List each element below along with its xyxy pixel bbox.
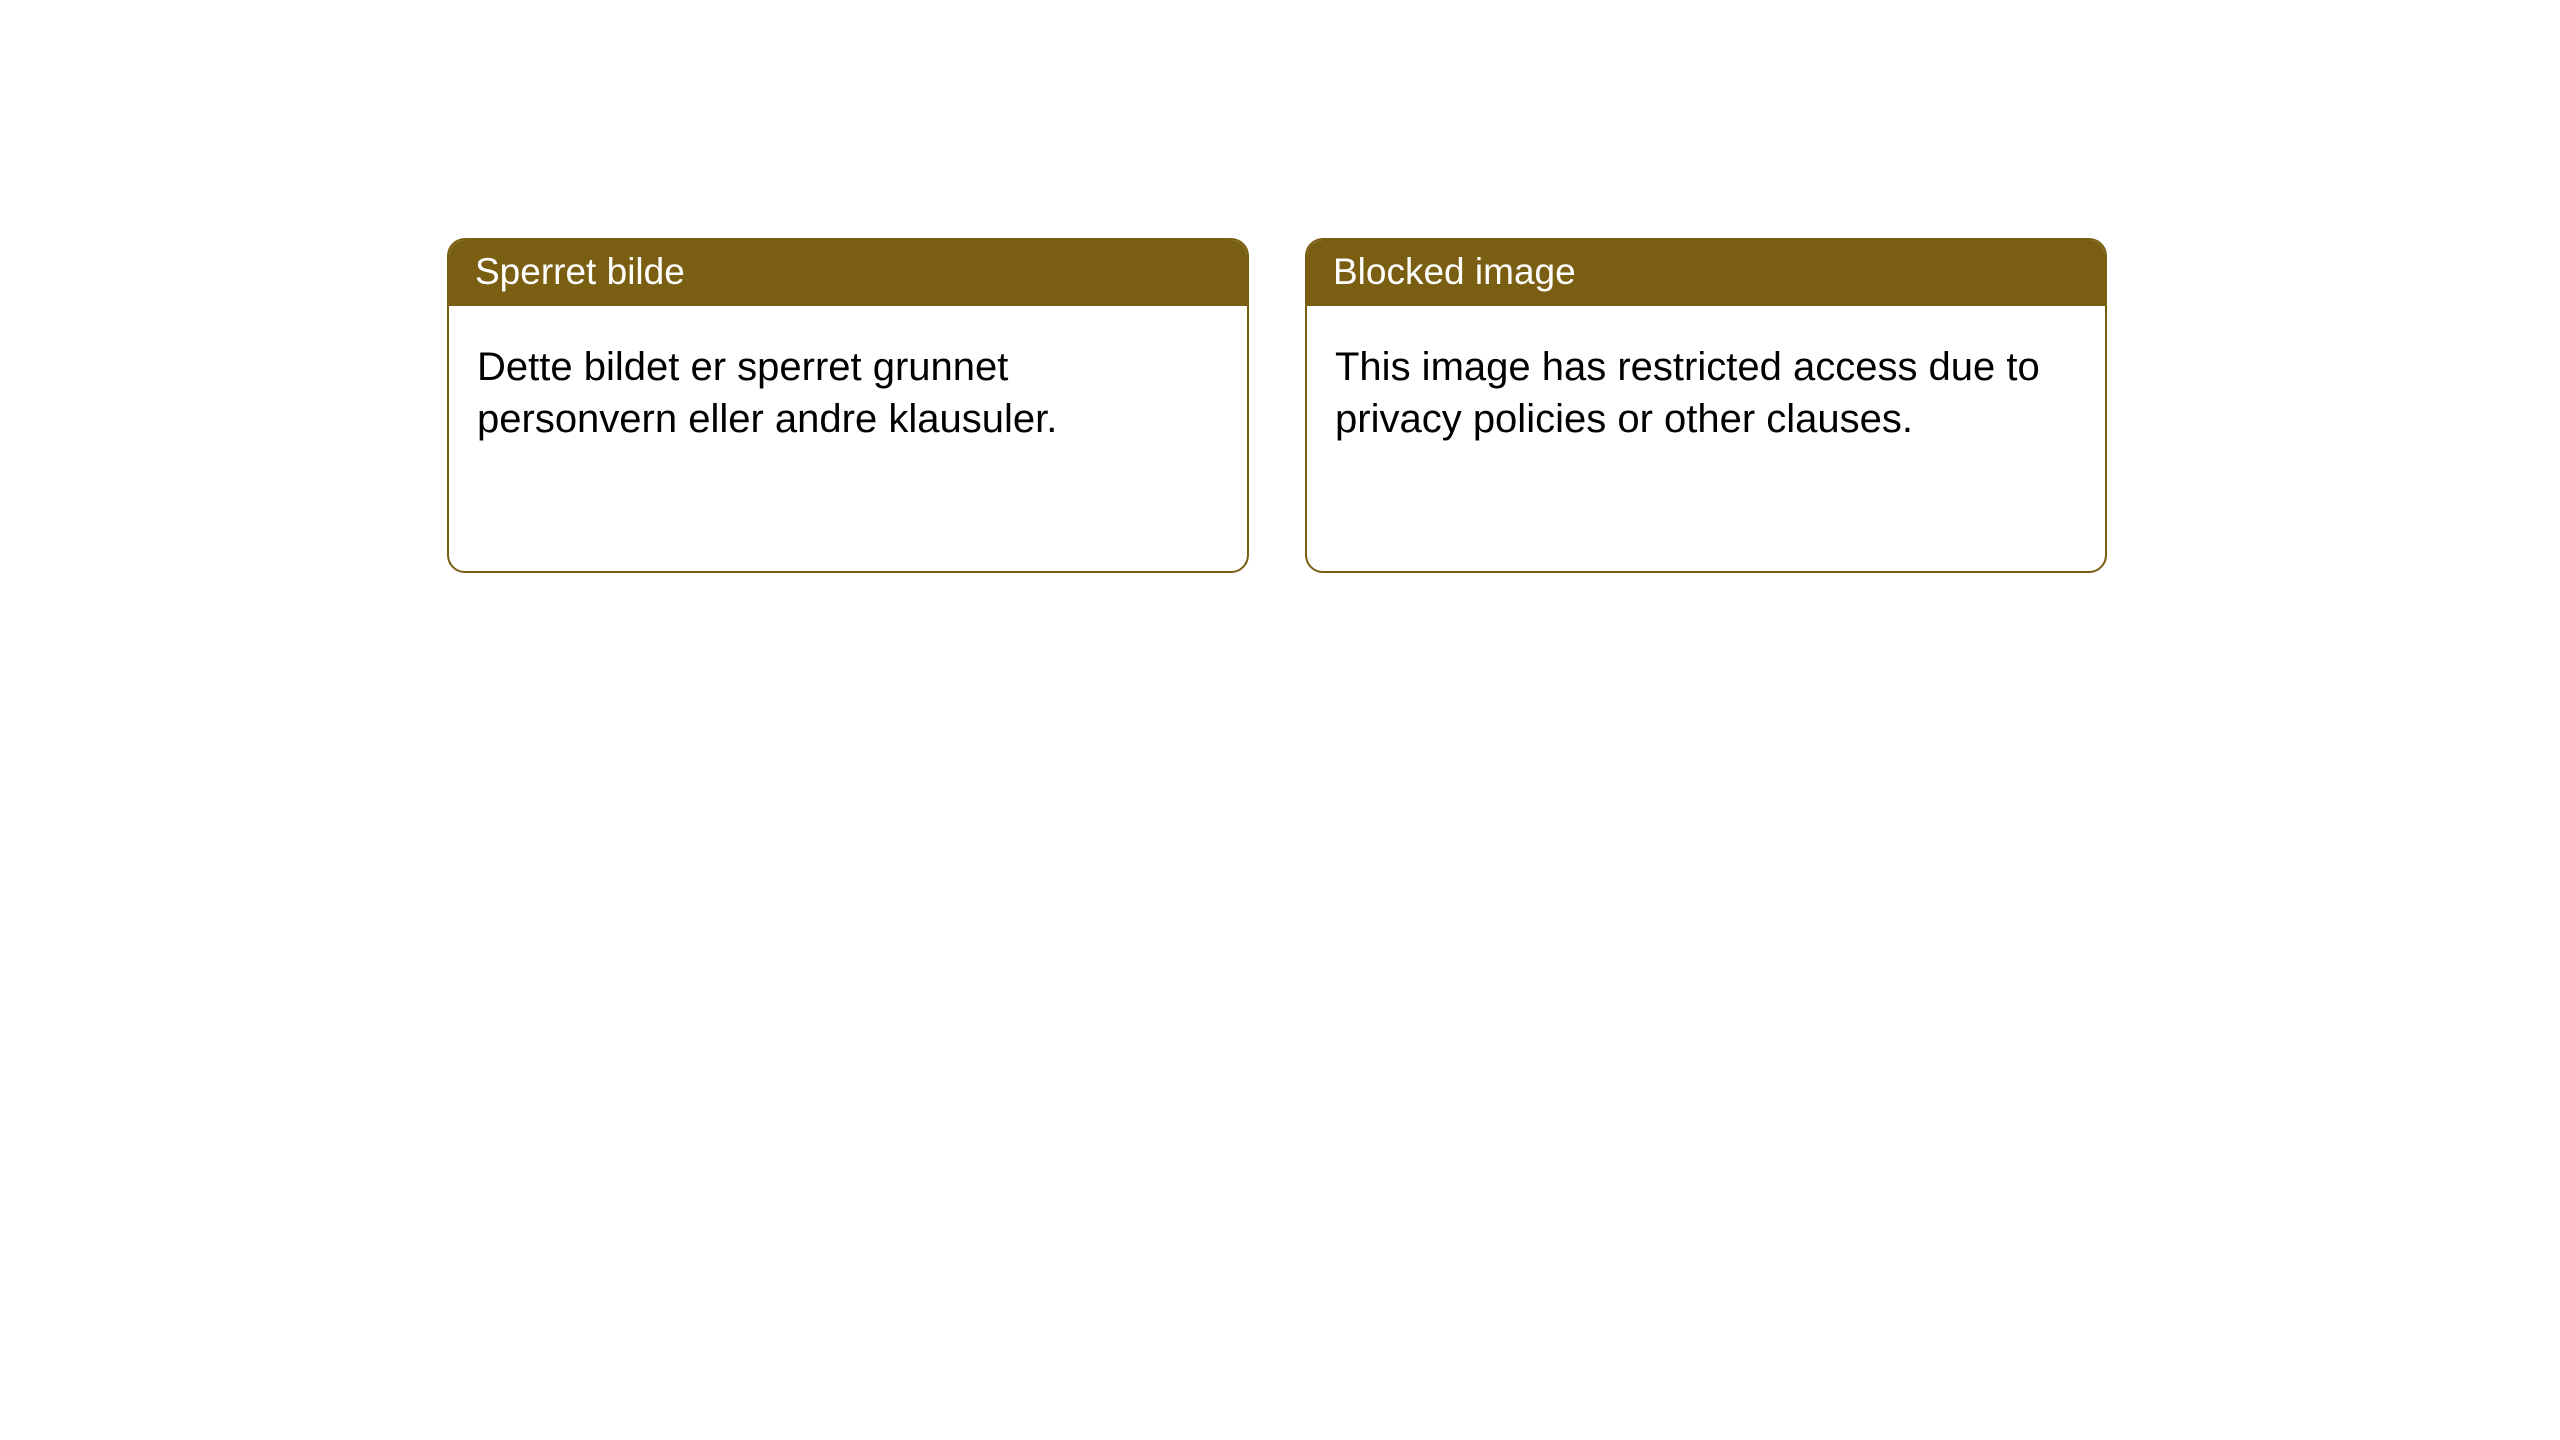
- notice-cards-container: Sperret bilde Dette bildet er sperret gr…: [447, 238, 2560, 573]
- card-body: Dette bildet er sperret grunnet personve…: [449, 306, 1247, 480]
- card-header: Blocked image: [1307, 240, 2105, 306]
- card-header: Sperret bilde: [449, 240, 1247, 306]
- notice-card-norwegian: Sperret bilde Dette bildet er sperret gr…: [447, 238, 1249, 573]
- notice-card-english: Blocked image This image has restricted …: [1305, 238, 2107, 573]
- card-body: This image has restricted access due to …: [1307, 306, 2105, 480]
